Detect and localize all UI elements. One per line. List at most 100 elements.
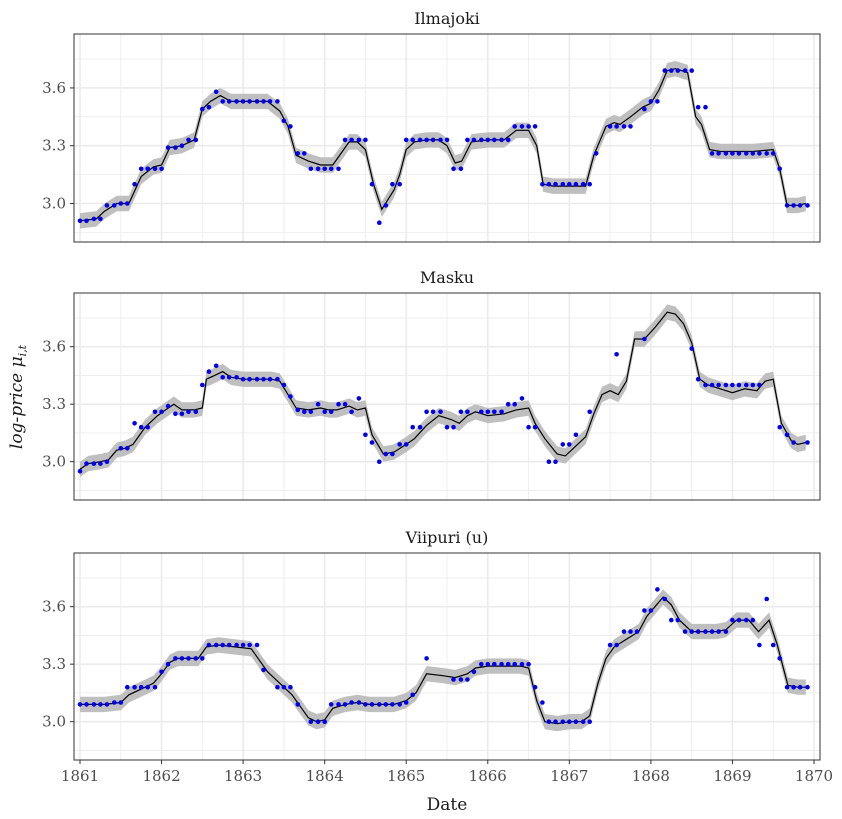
data-point [125, 684, 130, 690]
data-point [308, 719, 314, 724]
data-point [295, 702, 301, 707]
data-point [91, 216, 97, 222]
data-point [709, 629, 715, 634]
data-point [322, 719, 328, 724]
data-point [750, 151, 756, 156]
data-point [369, 440, 375, 445]
data-point [132, 181, 137, 187]
data-point [295, 407, 301, 413]
data-point [132, 684, 137, 690]
data-point [560, 719, 566, 724]
data-point [356, 396, 362, 401]
series-line [79, 68, 806, 222]
data-point [403, 442, 409, 447]
data-point [240, 376, 246, 382]
data-point [281, 684, 287, 690]
data-point [91, 702, 97, 707]
data-point [764, 596, 769, 602]
panel-title: Masku [420, 268, 474, 287]
data-point [328, 702, 334, 707]
data-point [567, 181, 572, 187]
data-point [573, 432, 579, 438]
data-point [254, 642, 260, 648]
data-point [240, 99, 246, 104]
data-point [132, 421, 137, 426]
data-point [363, 432, 368, 438]
data-point [750, 617, 756, 623]
panel-frame [73, 292, 821, 501]
data-point [614, 352, 619, 357]
y-tick-label: 3.0 [42, 194, 66, 212]
data-point [77, 702, 83, 707]
data-point [112, 203, 117, 208]
data-point [336, 401, 341, 407]
data-point [628, 124, 633, 129]
data-point [648, 99, 654, 104]
data-point [764, 151, 769, 156]
data-point [642, 608, 647, 613]
data-point [173, 145, 178, 150]
data-point [112, 700, 117, 705]
data-point [695, 104, 701, 110]
data-point [186, 137, 191, 143]
data-point [784, 432, 790, 438]
data-point [750, 382, 756, 388]
data-point [587, 181, 592, 187]
data-point [716, 151, 721, 156]
data-point [383, 702, 389, 707]
data-point [397, 702, 403, 707]
panel-1: Ilmajoki 3.0 3.3 3.6 [42, 9, 821, 243]
data-point [546, 181, 552, 187]
data-point [479, 137, 484, 143]
data-point [247, 376, 252, 382]
data-point [689, 629, 694, 634]
data-point [458, 166, 464, 172]
data-point [322, 409, 328, 415]
data-point [118, 201, 124, 206]
data-point [308, 166, 314, 172]
y-tick-label: 3.6 [42, 338, 66, 356]
data-point [465, 677, 470, 682]
data-point [614, 124, 619, 129]
x-tick-label: 1866 [469, 767, 507, 785]
data-point [546, 719, 552, 724]
data-point [159, 669, 164, 675]
data-point [784, 203, 790, 208]
data-point [593, 151, 599, 156]
data-point [356, 700, 362, 705]
data-point [607, 642, 613, 648]
data-point [342, 137, 348, 143]
y-tick-label: 3.0 [42, 713, 66, 731]
data-point [84, 702, 89, 707]
data-point [519, 396, 525, 401]
data-point [797, 203, 803, 208]
data-point [675, 617, 681, 623]
x-tick-label: 1865 [387, 767, 425, 785]
data-point [709, 382, 715, 388]
data-point [145, 684, 150, 690]
y-tick-label: 3.3 [42, 655, 66, 673]
data-point [791, 684, 796, 690]
data-point [744, 617, 749, 623]
data-point [479, 409, 484, 415]
data-point [471, 137, 477, 143]
data-point [744, 382, 749, 388]
data-point [777, 424, 782, 430]
data-point [546, 459, 552, 465]
data-point [349, 700, 354, 705]
x-axis: 1861 1862 1863 1864 1865 1866 1867 1868 1869 1870 [61, 760, 833, 785]
data-point [744, 151, 749, 156]
data-point [703, 629, 708, 634]
data-point [410, 692, 416, 698]
data-point [234, 375, 239, 380]
data-point [689, 346, 694, 351]
data-point [410, 137, 416, 143]
data-point [322, 166, 328, 172]
data-point [193, 137, 199, 143]
y-axis-title-subscript: i,t [16, 344, 29, 356]
data-point [165, 661, 171, 667]
data-point [540, 700, 545, 705]
data-point [682, 629, 688, 634]
credible-band [80, 61, 806, 229]
data-point [492, 409, 497, 415]
